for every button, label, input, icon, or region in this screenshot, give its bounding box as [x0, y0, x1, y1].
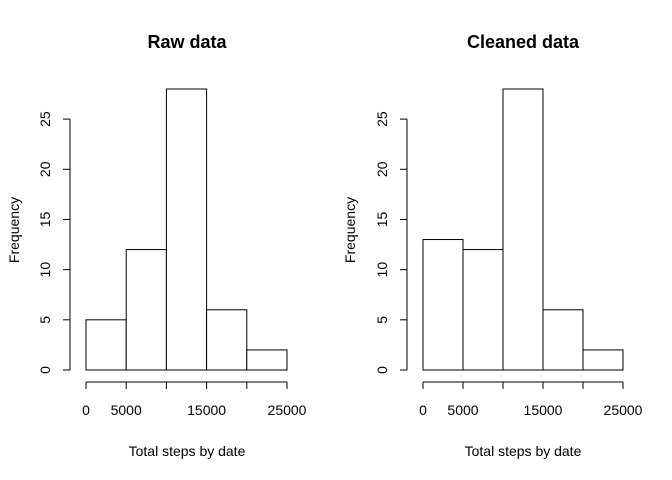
- y-tick-label: 10: [374, 262, 390, 278]
- histogram-bar: [125, 249, 167, 371]
- y-tick-label: 20: [37, 161, 53, 177]
- y-axis-label: Frequency: [6, 197, 22, 263]
- x-tick-label: 0: [419, 402, 427, 418]
- x-tick-label: 25000: [604, 402, 643, 418]
- y-tick-label: 15: [374, 211, 390, 227]
- histogram-bar: [582, 349, 624, 371]
- histogram-bar: [165, 88, 208, 371]
- x-tick-label: 15000: [187, 402, 226, 418]
- x-axis-label: Total steps by date: [129, 443, 246, 459]
- x-tick-label: 25000: [268, 402, 307, 418]
- histogram-bar: [206, 309, 248, 371]
- histogram-bar: [502, 88, 544, 371]
- chart-title: Cleaned data: [467, 32, 580, 52]
- histogram-bar: [462, 249, 504, 371]
- y-tick-label: 0: [37, 366, 53, 374]
- x-tick-label: 15000: [524, 402, 563, 418]
- chart-title: Raw data: [147, 32, 227, 52]
- histogram-bar: [246, 349, 288, 371]
- y-tick-label: 25: [374, 111, 390, 127]
- y-tick-label: 5: [374, 316, 390, 324]
- x-tick-label: 5000: [111, 402, 142, 418]
- histogram-bar: [85, 319, 127, 371]
- y-tick-label: 25: [37, 111, 53, 127]
- y-tick-label: 15: [37, 211, 53, 227]
- cleaned-data-histogram: Cleaned data Total steps by date Frequen…: [342, 32, 643, 459]
- x-tick-label: 0: [82, 402, 90, 418]
- x-axis-label: Total steps by date: [465, 443, 582, 459]
- y-tick-label: 10: [37, 262, 53, 278]
- y-tick-label: 0: [374, 366, 390, 374]
- histogram-bar: [422, 239, 464, 371]
- y-tick-label: 20: [374, 161, 390, 177]
- raw-data-histogram: Raw data Total steps by date Frequency 0…: [6, 32, 307, 459]
- y-tick-label: 5: [37, 316, 53, 324]
- histogram-bar: [542, 309, 584, 371]
- x-tick-label: 5000: [447, 402, 478, 418]
- y-axis-label: Frequency: [342, 197, 358, 263]
